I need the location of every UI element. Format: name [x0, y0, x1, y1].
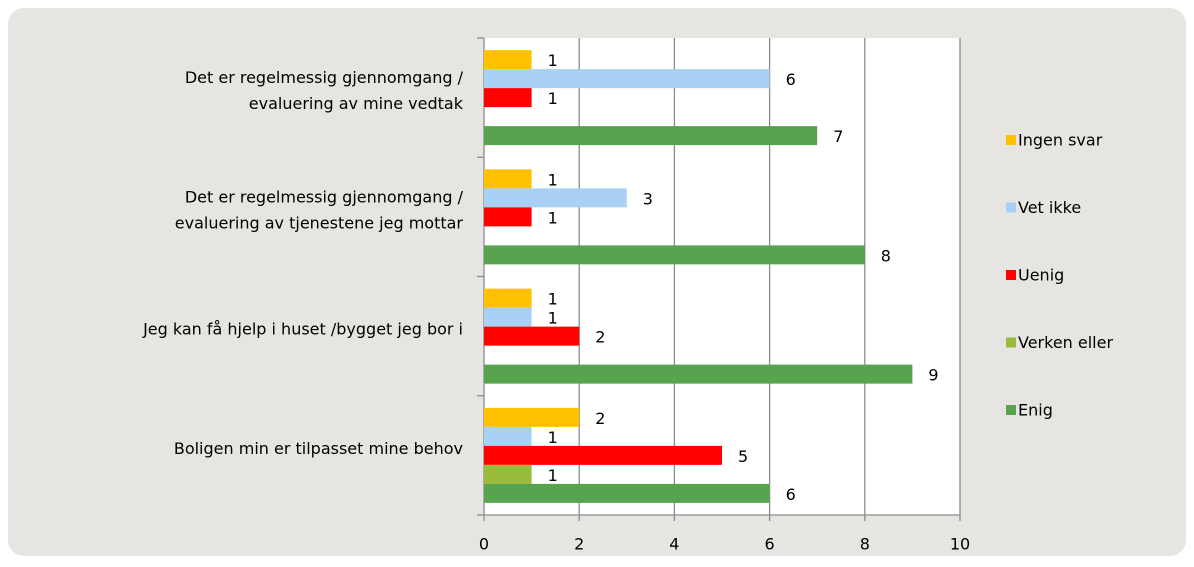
- value-label: 9: [928, 366, 938, 385]
- x-tick-label: 10: [950, 535, 970, 554]
- value-label: 1: [548, 170, 558, 189]
- bar: [484, 426, 532, 446]
- bar: [484, 245, 865, 265]
- bar: [484, 288, 532, 308]
- bar: [484, 364, 913, 384]
- bar: [484, 445, 722, 465]
- value-label: 2: [595, 409, 605, 428]
- value-label: 3: [643, 189, 653, 208]
- bar: [484, 169, 532, 189]
- legend-label: Ingen svar: [1018, 131, 1103, 150]
- bar: [484, 188, 627, 208]
- value-label: 1: [548, 466, 558, 485]
- value-label: 1: [548, 208, 558, 227]
- y-tick-label: Det er regelmessig gjennomgang /: [185, 187, 464, 206]
- y-tick-label: Det er regelmessig gjennomgang /: [185, 68, 464, 87]
- value-label: 6: [786, 485, 796, 504]
- bar: [484, 207, 532, 227]
- bar: [484, 69, 770, 89]
- y-tick-label: Boligen min er tilpasset mine behov: [174, 439, 463, 458]
- value-label: 1: [548, 89, 558, 108]
- x-tick-label: 2: [574, 535, 584, 554]
- bar: [484, 126, 818, 146]
- value-label: 5: [738, 447, 748, 466]
- x-tick-label: 6: [765, 535, 775, 554]
- bar: [484, 326, 580, 346]
- x-tick-label: 0: [479, 535, 489, 554]
- y-tick-label: evaluering av mine vedtak: [249, 94, 464, 113]
- legend-label: Enig: [1018, 401, 1053, 420]
- y-tick-label: evaluering av tjenestene jeg mottar: [175, 213, 464, 232]
- bar: [484, 88, 532, 108]
- value-label: 1: [548, 290, 558, 309]
- legend-swatch: [1006, 135, 1016, 145]
- x-tick-label: 8: [860, 535, 870, 554]
- value-label: 8: [881, 246, 891, 265]
- value-label: 6: [786, 70, 796, 89]
- legend-label: Vet ikke: [1018, 198, 1081, 217]
- bar: [484, 50, 532, 70]
- legend-label: Verken eller: [1018, 333, 1113, 352]
- value-label: 7: [833, 127, 843, 146]
- legend-label: Uenig: [1018, 266, 1064, 285]
- value-label: 2: [595, 328, 605, 347]
- bar: [484, 483, 770, 503]
- value-label: 1: [548, 428, 558, 447]
- x-tick-label: 4: [669, 535, 679, 554]
- y-tick-label: Jeg kan få hjelp i huset /bygget jeg bor…: [142, 320, 463, 339]
- legend-swatch: [1006, 337, 1016, 348]
- plot-area: [484, 38, 960, 515]
- value-label: 1: [548, 309, 558, 328]
- legend-swatch: [1006, 202, 1016, 213]
- bar: [484, 407, 580, 427]
- bar: [484, 464, 532, 484]
- legend-swatch: [1006, 270, 1016, 280]
- legend-swatch: [1006, 405, 1016, 415]
- value-label: 1: [548, 51, 558, 70]
- bar: [484, 307, 532, 327]
